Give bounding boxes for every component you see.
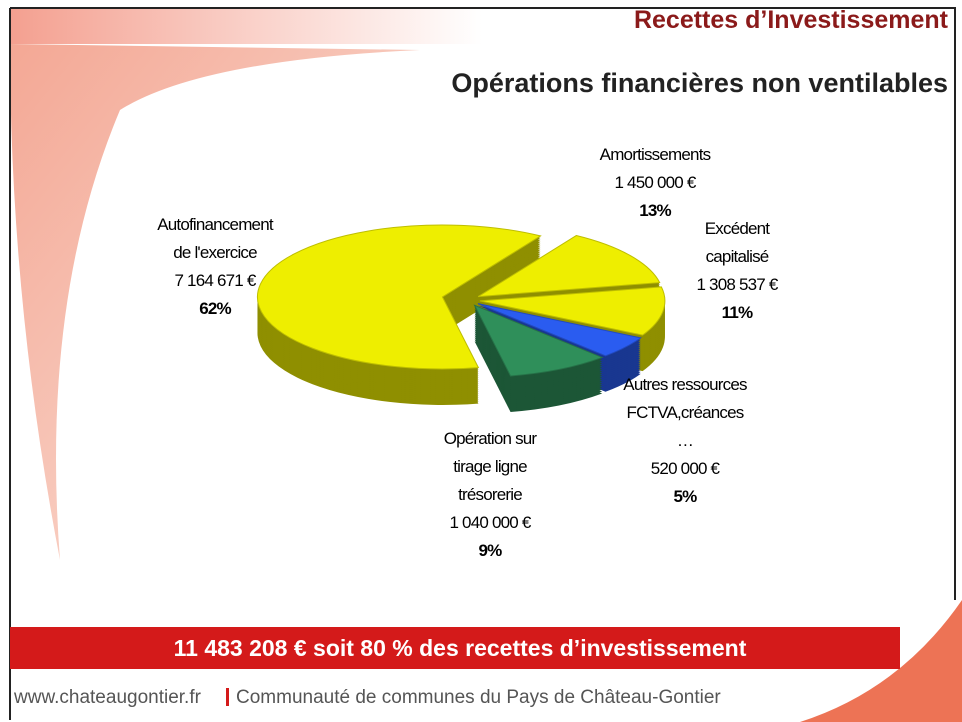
slice-label: capitalisé (706, 247, 769, 266)
pie-slice (256, 224, 542, 370)
slice-label: tirage ligne (453, 457, 527, 476)
value-label: 5% (674, 487, 698, 506)
swoosh (10, 44, 420, 560)
slice-label: Amortissements (600, 145, 711, 164)
pie (256, 224, 666, 412)
footer-org: Communauté de communes du Pays de Châtea… (236, 687, 721, 708)
footer-site: www.chateaugontier.fr (13, 687, 202, 708)
title: Recettes d’Investissement (634, 6, 949, 34)
pie-slice (473, 304, 604, 377)
slice-label: Autofinancement (157, 215, 274, 234)
subtitle: Opérations financières non ventilables (451, 68, 948, 98)
frame (9, 7, 956, 720)
slice-label: trésorerie (458, 485, 522, 504)
corner (800, 600, 962, 722)
amount-label: 1 450 000 € (614, 173, 696, 192)
pie-slice (477, 303, 642, 357)
pie-slice (479, 286, 666, 336)
amount-label: 1 308 537 € (696, 275, 778, 294)
banner: 11 483 208 € soit 80 % des recettes d’in… (174, 635, 747, 661)
slice-label: Opération sur (444, 429, 538, 448)
separator (226, 688, 229, 706)
value-label: 9% (479, 541, 503, 560)
slice-label: Excédent (705, 219, 771, 238)
amount-label: 7 164 671 € (174, 271, 256, 290)
amount-label: 520 000 € (651, 459, 721, 478)
amount-label: 1 040 000 € (449, 513, 531, 532)
slice-label: de l'exercice (173, 243, 257, 262)
title-bar (10, 8, 955, 44)
slice-label: FCTVA,créances (627, 403, 744, 422)
slice-label: … (677, 431, 693, 450)
value-label: 62% (199, 299, 231, 318)
banner-bg (10, 627, 900, 669)
slice-label: Autres ressources (623, 375, 747, 394)
value-label: 11% (722, 303, 753, 322)
pie-slice (477, 234, 661, 298)
value-label: 13% (639, 201, 671, 220)
